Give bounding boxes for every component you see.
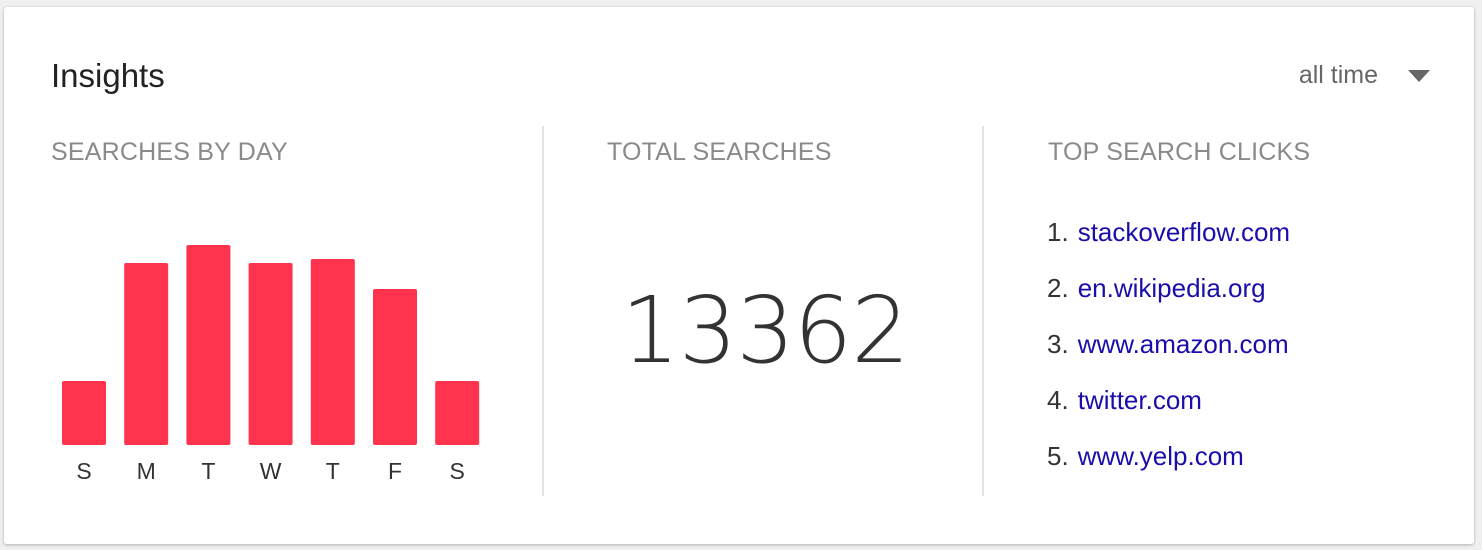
list-item: 1. stackoverflow.com <box>1047 217 1290 273</box>
searches-by-day-heading: SEARCHES BY DAY <box>51 138 288 166</box>
site-link[interactable]: www.amazon.com <box>1077 329 1289 359</box>
site-link[interactable]: twitter.com <box>1077 385 1202 415</box>
day-label-5: F <box>388 458 402 484</box>
total-searches-heading: TOTAL SEARCHES <box>607 138 832 166</box>
day-label-4: T <box>326 458 340 484</box>
site-link[interactable]: www.yelp.com <box>1077 441 1244 471</box>
bar-2 <box>186 245 231 445</box>
bar-3 <box>248 263 293 445</box>
site-link[interactable]: stackoverflow.com <box>1077 217 1291 247</box>
top-clicks-list: 1. stackoverflow.com 2. en.wikipedia.org 3. w… <box>1047 217 1290 497</box>
list-item: 3. www.amazon.com <box>1047 329 1290 385</box>
insights-card: Insights all time SEARCHES BY DAY TOTAL … <box>4 7 1474 544</box>
divider-right <box>982 126 984 496</box>
bar-4 <box>310 259 355 445</box>
list-item-rank: 5. <box>1047 441 1069 471</box>
list-item: 5. www.yelp.com <box>1047 441 1290 497</box>
bar-6 <box>435 381 480 445</box>
bar-0 <box>62 381 106 445</box>
bar-1 <box>124 263 169 445</box>
list-item: 4. twitter.com <box>1047 385 1290 441</box>
divider-left <box>542 126 544 496</box>
day-label-1: M <box>137 458 156 484</box>
list-item-rank: 2. <box>1047 273 1069 303</box>
time-range-label: all time <box>1298 61 1378 89</box>
site-link[interactable]: en.wikipedia.org <box>1077 273 1266 303</box>
list-item-rank: 3. <box>1047 329 1069 359</box>
list-item-rank: 1. <box>1047 217 1069 247</box>
caret-down-icon <box>1408 69 1430 82</box>
day-label-2: T <box>201 458 215 484</box>
time-range-dropdown[interactable]: all time <box>1299 63 1430 88</box>
list-item: 2. en.wikipedia.org <box>1047 273 1290 329</box>
day-label-0: S <box>76 458 91 484</box>
card-title: Insights <box>51 57 165 94</box>
day-label-6: S <box>450 458 465 484</box>
bar-5 <box>373 289 417 445</box>
list-item-rank: 4. <box>1047 385 1069 415</box>
top-search-clicks-heading: TOP SEARCH CLICKS <box>1048 138 1311 166</box>
total-searches-value: 13362 <box>621 277 910 384</box>
day-label-3: W <box>260 458 282 484</box>
